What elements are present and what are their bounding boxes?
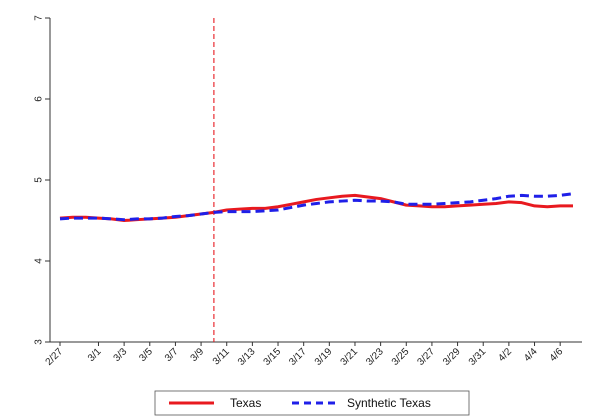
y-tick-label: 7 bbox=[34, 15, 45, 21]
y-tick-label: 6 bbox=[34, 96, 45, 102]
y-tick-label: 5 bbox=[34, 177, 45, 183]
legend-label-synthetic-texas: Synthetic Texas bbox=[347, 396, 431, 410]
legend-box bbox=[154, 390, 470, 416]
legend: Texas Synthetic Texas bbox=[154, 390, 470, 416]
y-axis-ticks: 3 4 5 6 7 bbox=[34, 15, 50, 345]
series-group bbox=[59, 192, 574, 222]
y-tick-label: 4 bbox=[34, 258, 45, 264]
series-line-synthetic-texas bbox=[59, 192, 574, 222]
y-tick-label: 3 bbox=[34, 339, 45, 345]
legend-label-texas: Texas bbox=[230, 396, 261, 410]
